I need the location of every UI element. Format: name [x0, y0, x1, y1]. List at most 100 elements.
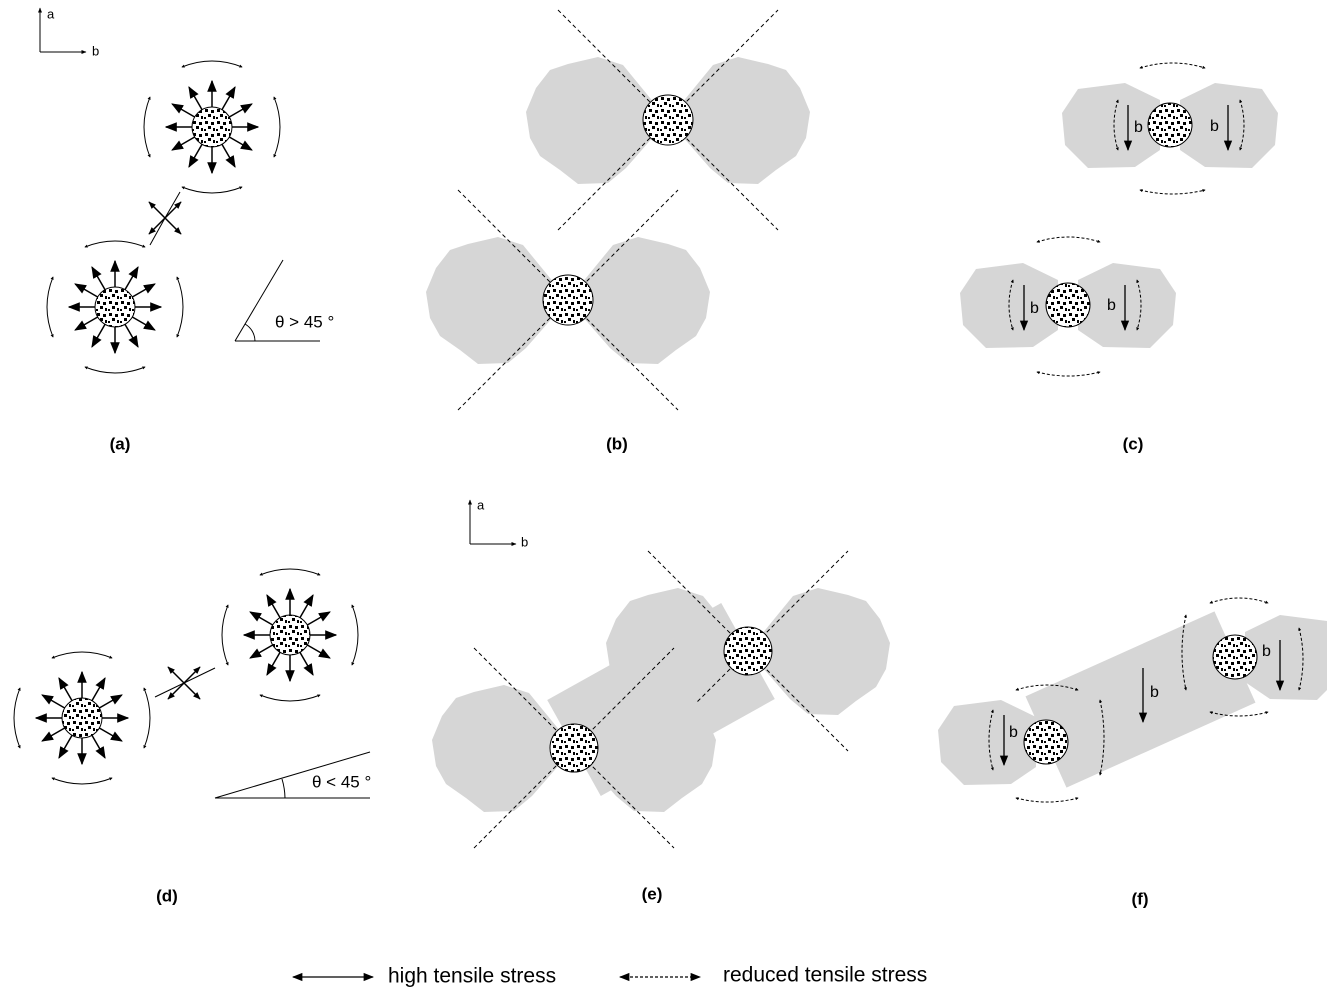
tension-arrow	[132, 284, 155, 297]
stress-lobe	[1180, 83, 1278, 168]
stress-arrow	[222, 605, 228, 665]
stress-arrow	[260, 569, 320, 575]
stress-arrow	[144, 688, 150, 748]
particle	[1024, 720, 1068, 764]
tension-arrow	[92, 324, 105, 347]
stress-arrow	[52, 778, 112, 784]
legend-label: high tensile stress	[388, 965, 556, 988]
stress-arrow	[182, 187, 242, 193]
panel-label: (b)	[606, 434, 628, 453]
particle	[95, 287, 135, 327]
tension-arrow	[307, 612, 330, 625]
angle-arc	[282, 779, 285, 798]
tension-arrow	[229, 104, 252, 117]
axis-label: b	[521, 534, 528, 549]
panel-label: (f)	[1132, 889, 1149, 908]
stress-arrow	[14, 688, 20, 748]
stress-lobe	[938, 700, 1036, 785]
tension-arrow	[172, 104, 195, 117]
tension-arrow	[229, 137, 252, 150]
tension-arrow	[149, 202, 165, 218]
particle	[724, 627, 772, 675]
tension-arrow	[250, 645, 273, 658]
stress-arrow	[1140, 190, 1205, 194]
panel-label: (a)	[110, 434, 131, 453]
tension-arrow	[222, 87, 235, 110]
particle	[1213, 635, 1257, 679]
tension-arrow	[92, 735, 105, 758]
connector	[184, 668, 215, 683]
angle-label: θ > 45 °	[275, 312, 334, 331]
burgers-label: b	[1107, 297, 1116, 314]
tension-arrow	[222, 144, 235, 167]
stress-arrow	[1016, 798, 1078, 802]
burgers-label: b	[1210, 118, 1219, 135]
tension-arrow	[99, 695, 122, 708]
stress-arrow	[274, 97, 280, 157]
tension-arrow	[125, 267, 138, 290]
burgers-label: b	[1030, 300, 1039, 317]
particle	[270, 615, 310, 655]
stress-arrow	[85, 241, 145, 247]
figure: a b a b (a) (b) (c) (d) (e) (f) θ > 45 °…	[0, 0, 1327, 992]
axis-label: a	[477, 497, 485, 512]
tension-arrow	[42, 695, 65, 708]
stress-arrow	[182, 61, 242, 67]
diagram-shapes	[14, 8, 1327, 977]
burgers-label: b	[1009, 724, 1018, 741]
angle-label: θ < 45 °	[312, 772, 371, 791]
axis-label: a	[47, 6, 55, 21]
tension-arrow	[300, 595, 313, 618]
particle	[550, 724, 598, 772]
legend-label: reduced tensile stress	[723, 964, 927, 987]
tension-arrow	[125, 324, 138, 347]
tension-arrow	[75, 317, 98, 330]
stress-arrow	[352, 605, 358, 665]
tension-arrow	[165, 218, 181, 234]
tension-arrow	[184, 667, 200, 683]
tension-arrow	[168, 683, 184, 699]
tension-arrow	[172, 137, 195, 150]
angle-arc	[245, 324, 255, 341]
stress-lobe	[1078, 263, 1176, 348]
stress-arrow	[1140, 63, 1205, 68]
particle	[543, 275, 593, 325]
particle	[1046, 283, 1090, 327]
tension-arrow	[75, 284, 98, 297]
tension-arrow	[42, 728, 65, 741]
tension-arrow	[168, 667, 184, 683]
burgers-label: b	[1262, 643, 1271, 660]
panel-label: (d)	[156, 886, 178, 905]
burgers-label: b	[1150, 684, 1159, 701]
tension-arrow	[59, 735, 72, 758]
stress-arrow	[85, 367, 145, 373]
tension-arrow	[92, 267, 105, 290]
tension-arrow	[189, 144, 202, 167]
stress-arrow	[1037, 237, 1100, 242]
tension-arrow	[59, 678, 72, 701]
stress-arrow	[1210, 598, 1268, 603]
particle	[192, 107, 232, 147]
particle	[1148, 103, 1192, 147]
tension-arrow	[184, 683, 200, 699]
tension-arrow	[267, 595, 280, 618]
panel-label: (e)	[642, 884, 663, 903]
axis-label: b	[92, 43, 99, 58]
stress-arrow	[52, 652, 112, 658]
panel-label: (c)	[1123, 434, 1144, 453]
tension-arrow	[250, 612, 273, 625]
stress-arrow	[177, 277, 183, 337]
tension-arrow	[132, 317, 155, 330]
burgers-label: b	[1134, 119, 1143, 136]
tension-arrow	[99, 728, 122, 741]
tension-arrow	[92, 678, 105, 701]
stress-band	[1046, 657, 1235, 742]
connector	[155, 683, 184, 697]
particle	[643, 95, 693, 145]
tension-arrow	[300, 652, 313, 675]
tension-arrow	[307, 645, 330, 658]
tension-arrow	[189, 87, 202, 110]
stress-arrow	[144, 97, 150, 157]
particle	[62, 698, 102, 738]
stress-arrow	[47, 277, 53, 337]
